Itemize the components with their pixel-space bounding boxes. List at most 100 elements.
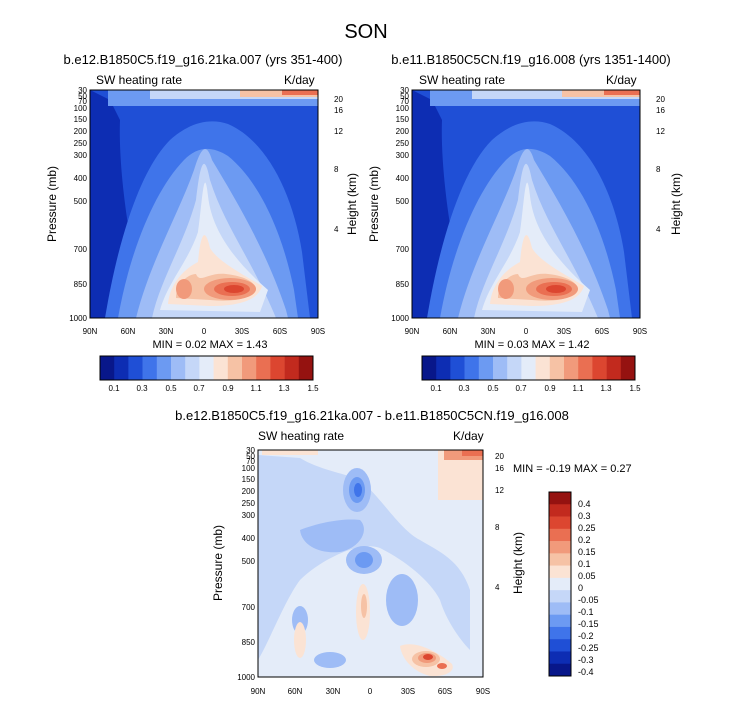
colorbar-swatch (156, 356, 172, 380)
panel-2-xtick: 30N (481, 327, 496, 336)
panel-3-cbar-label: 0.4 (578, 499, 591, 509)
panel-3-cbar-label: 0.2 (578, 535, 591, 545)
panel-2-contour-l12 (546, 285, 566, 293)
panel-3-xtick: 30S (401, 687, 415, 696)
panel-1-stats: MIN = 0.02 MAX = 1.43 (153, 339, 268, 351)
panel-2-field (412, 90, 640, 318)
panel-1-xtick: 90N (83, 327, 98, 336)
panel-2-ytick-right: 20 (656, 95, 665, 104)
colorbar-swatch (549, 528, 571, 542)
panel-1-ylabel: Pressure (mb) (45, 166, 59, 242)
colorbar-swatch (535, 356, 551, 380)
colorbar-swatch (549, 614, 571, 628)
colorbar-swatch (549, 651, 571, 665)
colorbar-swatch (213, 356, 229, 380)
panel-2-y-right-ticks: 20 16 12 8 4 (656, 95, 665, 234)
colorbar-swatch (464, 356, 480, 380)
panel-3-title: b.e12.B1850C5.f19_g16.21ka.007 - b.e11.B… (175, 408, 569, 423)
panel-2-ytick: 700 (396, 245, 410, 254)
colorbar-swatch (422, 356, 437, 380)
panel-2-xtick: 90N (405, 327, 420, 336)
colorbar-swatch (227, 356, 243, 380)
panel-2-colorbar: 0.1 0.3 0.5 0.7 0.9 1.1 1.3 1.5 (421, 355, 641, 393)
panel-1-cbar-label: 0.5 (165, 384, 177, 393)
colorbar-swatch (549, 541, 571, 554)
panel-1-contour-l12 (224, 285, 244, 293)
panel-3-cbar-label: -0.3 (578, 655, 594, 665)
panel-3-ytick: 700 (242, 603, 256, 612)
panel-1-cbar-label: 1.1 (250, 384, 262, 393)
panel-2-cbar-label: 1.3 (600, 384, 612, 393)
panel-3-left-label: SW heating rate (258, 429, 344, 443)
colorbar-swatch (549, 663, 571, 677)
panel-3-xtick: 90N (251, 687, 266, 696)
colorbar-swatch (270, 356, 285, 380)
panel-2-left-label: SW heating rate (419, 73, 505, 87)
panel-2-ytick: 200 (396, 127, 410, 136)
colorbar-swatch (521, 356, 536, 380)
panel-1-ytick-right: 12 (334, 127, 343, 136)
colorbar-swatch (549, 504, 571, 517)
panel-1-strat-band-3 (240, 90, 318, 97)
panel-2-plot-frame (411, 89, 641, 319)
panel-3-xtick: 90S (476, 687, 490, 696)
panel-2-y-ticks: 30 50 70 100 150 200 250 300 400 500 700… (391, 86, 409, 323)
panel-2-ytick: 100 (396, 104, 410, 113)
colorbar-swatch (620, 356, 636, 380)
panel-1-ytick: 70 (78, 97, 87, 106)
panel-3-contour-neg2d (386, 574, 418, 626)
panel-3-cbar-label: 0.15 (578, 547, 596, 557)
colorbar-swatch (242, 356, 257, 380)
colorbar-swatch (549, 626, 571, 640)
panel-3-ytick-right: 20 (495, 452, 504, 461)
colorbar-swatch (549, 553, 571, 566)
panel-1-units: K/day (284, 73, 315, 87)
panel-3-ytick: 400 (242, 534, 256, 543)
panel-2-ytick: 850 (396, 280, 410, 289)
colorbar-swatch (171, 356, 186, 380)
panel-2-cbar-label: 1.5 (629, 384, 641, 393)
panel-3-contour-neg4 (354, 483, 362, 497)
panel-2-ytick: 400 (396, 174, 410, 183)
panel-1-ytick: 500 (74, 197, 88, 206)
panel-3-xtick: 60N (288, 687, 303, 696)
panel-3-cbar-label: -0.25 (578, 643, 599, 653)
colorbar-swatch (284, 356, 300, 380)
panel-1-cbar-label: 1.5 (307, 384, 319, 393)
panel-3-cbar-label: 0.3 (578, 511, 591, 521)
panel-3-cbar-label: 0 (578, 583, 583, 593)
colorbar-swatch (298, 356, 314, 380)
panel-1-y-right-ticks: 20 16 12 8 4 (334, 95, 343, 234)
panel-1-colorbar: 0.1 0.3 0.5 0.7 0.9 1.1 1.3 1.5 (99, 355, 319, 393)
panel-1-contour-darkwall (90, 90, 150, 318)
panel-1-ytick: 200 (74, 127, 88, 136)
panel-3-ytick: 500 (242, 557, 256, 566)
panel-3-ytick: 300 (242, 511, 256, 520)
panel-1-ytick-right: 4 (334, 225, 339, 234)
colorbar-swatch (549, 492, 571, 505)
panel-2-strat-band-4 (604, 90, 640, 95)
panel-2-xtick: 0 (524, 327, 529, 336)
panel-2-cbar-label: 0.7 (515, 384, 527, 393)
panel-2-cbar-label: 0.3 (458, 384, 470, 393)
panel-1-ytick: 250 (74, 139, 88, 148)
panel-2-ytick: 500 (396, 197, 410, 206)
panel-3-ytick: 70 (246, 457, 255, 466)
panel-3-contour-neg2 (300, 519, 364, 553)
panel-1-left-label: SW heating rate (96, 73, 182, 87)
panel-3-ytick: 200 (242, 487, 256, 496)
colorbar-swatch (256, 356, 271, 380)
colorbar-swatch (478, 356, 494, 380)
panel-2-xtick: 30S (557, 327, 571, 336)
panel-1-plot-frame (89, 89, 319, 319)
panel-3-xtick: 0 (368, 687, 373, 696)
panel-3-ytick-right: 8 (495, 523, 500, 532)
panel-2-x-ticks: 90N 60N 30N 0 30S 60S 90S (405, 327, 647, 336)
panel-2-ytick: 250 (396, 139, 410, 148)
panel-2-cbar-label: 0.9 (544, 384, 556, 393)
panel-3-cbar-label: 0.25 (578, 523, 596, 533)
panel-2-stats: MIN = 0.03 MAX = 1.42 (475, 339, 590, 351)
panel-3-xtick: 60S (438, 687, 452, 696)
colorbar-swatch (100, 356, 115, 380)
panel-1-xtick: 30S (235, 327, 249, 336)
